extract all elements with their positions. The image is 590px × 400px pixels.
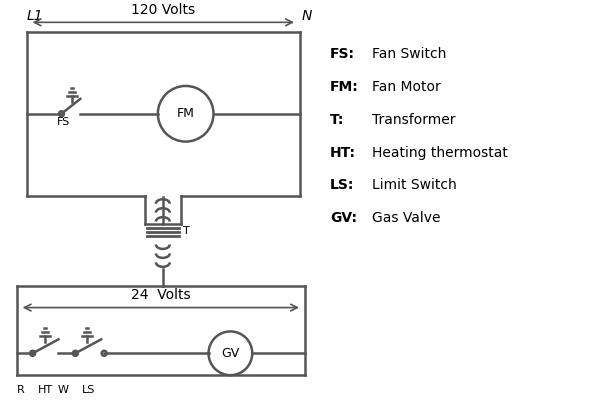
Text: W: W bbox=[58, 385, 69, 395]
Text: FM: FM bbox=[177, 107, 195, 120]
Text: HT: HT bbox=[38, 385, 53, 395]
Text: L1: L1 bbox=[27, 9, 43, 23]
Text: T:: T: bbox=[330, 113, 344, 127]
Text: FS: FS bbox=[57, 117, 70, 127]
Text: R: R bbox=[17, 385, 25, 395]
Text: Heating thermostat: Heating thermostat bbox=[372, 146, 507, 160]
Text: GV: GV bbox=[221, 347, 240, 360]
Text: 24  Volts: 24 Volts bbox=[131, 288, 191, 302]
Text: 120 Volts: 120 Volts bbox=[131, 3, 195, 17]
Text: LS: LS bbox=[81, 385, 95, 395]
Text: LS:: LS: bbox=[330, 178, 354, 192]
Text: HT:: HT: bbox=[330, 146, 356, 160]
Text: T: T bbox=[183, 226, 189, 236]
Text: Gas Valve: Gas Valve bbox=[372, 211, 440, 225]
Text: Fan Motor: Fan Motor bbox=[372, 80, 440, 94]
Text: Fan Switch: Fan Switch bbox=[372, 47, 446, 61]
Text: Transformer: Transformer bbox=[372, 113, 455, 127]
Text: Limit Switch: Limit Switch bbox=[372, 178, 456, 192]
Text: GV:: GV: bbox=[330, 211, 357, 225]
Text: FS:: FS: bbox=[330, 47, 355, 61]
Text: N: N bbox=[302, 9, 312, 23]
Text: FM:: FM: bbox=[330, 80, 359, 94]
